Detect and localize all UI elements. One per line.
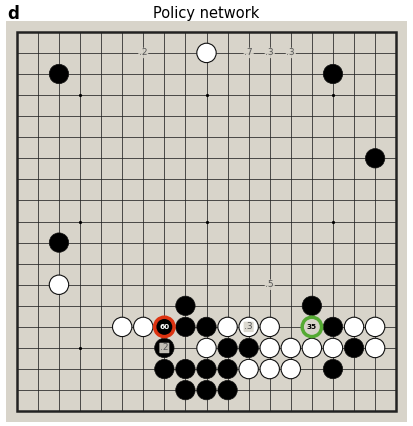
Circle shape — [218, 338, 237, 358]
Text: .3: .3 — [287, 49, 295, 58]
Circle shape — [176, 360, 195, 379]
Text: .2: .2 — [139, 49, 147, 58]
Circle shape — [260, 338, 280, 358]
Circle shape — [49, 64, 69, 83]
Text: 60: 60 — [159, 324, 169, 330]
Circle shape — [197, 317, 216, 337]
Circle shape — [281, 360, 301, 379]
Circle shape — [366, 317, 385, 337]
Circle shape — [323, 338, 343, 358]
Circle shape — [239, 360, 259, 379]
Circle shape — [239, 338, 259, 358]
Circle shape — [302, 338, 322, 358]
Circle shape — [323, 317, 343, 337]
Circle shape — [218, 360, 237, 379]
Circle shape — [302, 317, 322, 337]
Text: .3: .3 — [266, 49, 274, 58]
Circle shape — [154, 338, 174, 358]
Circle shape — [281, 338, 301, 358]
Circle shape — [49, 275, 69, 294]
Circle shape — [260, 360, 280, 379]
Circle shape — [49, 233, 69, 252]
Circle shape — [154, 317, 174, 337]
Circle shape — [218, 380, 237, 400]
Circle shape — [344, 317, 364, 337]
Circle shape — [154, 360, 174, 379]
Circle shape — [197, 43, 216, 63]
Circle shape — [176, 317, 195, 337]
Circle shape — [366, 149, 385, 168]
Text: .2: .2 — [160, 343, 169, 352]
Text: .3: .3 — [244, 322, 253, 331]
Circle shape — [366, 338, 385, 358]
Circle shape — [133, 317, 153, 337]
Circle shape — [176, 380, 195, 400]
Circle shape — [218, 317, 237, 337]
Circle shape — [344, 338, 364, 358]
Circle shape — [239, 317, 259, 337]
Circle shape — [197, 360, 216, 379]
Circle shape — [112, 317, 132, 337]
Circle shape — [302, 296, 322, 316]
Circle shape — [302, 317, 322, 337]
Circle shape — [260, 317, 280, 337]
Text: .5: .5 — [266, 280, 274, 289]
Text: Policy network: Policy network — [153, 6, 260, 21]
Circle shape — [176, 296, 195, 316]
Text: 35: 35 — [307, 324, 317, 330]
Circle shape — [197, 338, 216, 358]
Text: d: d — [7, 5, 19, 23]
Circle shape — [197, 380, 216, 400]
Circle shape — [323, 64, 343, 83]
Text: .7: .7 — [244, 49, 253, 58]
Circle shape — [323, 360, 343, 379]
